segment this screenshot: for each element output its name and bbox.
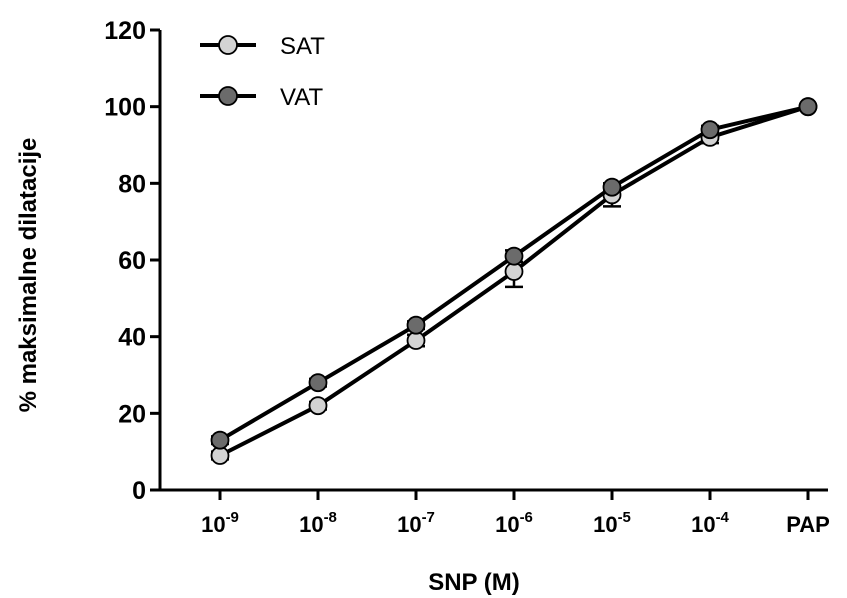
x-tick-label: 10-6 [495, 509, 533, 537]
x-axis-title: SNP (M) [428, 569, 520, 596]
data-point-sat [310, 397, 327, 414]
x-tick-exponent: -8 [324, 509, 337, 526]
y-tick-label: 20 [118, 400, 146, 428]
series-sat [211, 98, 817, 464]
legend-marker-sat [219, 36, 237, 54]
x-tick-base: 10 [201, 512, 225, 537]
x-tick-label: 10-5 [593, 509, 631, 537]
x-tick-base: 10 [593, 512, 617, 537]
y-tick-label: 0 [132, 477, 146, 505]
x-tick-base: 10 [397, 512, 421, 537]
x-tick-exponent: -6 [520, 509, 533, 526]
legend-label-sat: SAT [280, 33, 325, 60]
x-tick-base: 10 [691, 512, 715, 537]
x-tick-label: 10-7 [397, 509, 435, 537]
legend-label-vat: VAT [280, 84, 323, 111]
x-tick-base: 10 [495, 512, 519, 537]
legend-marker-vat [219, 87, 237, 105]
x-tick-exponent: -5 [618, 509, 631, 526]
y-tick-label: 40 [118, 324, 146, 352]
x-tick-exponent: -9 [226, 509, 239, 526]
series-layer [211, 98, 817, 464]
data-point-vat [408, 317, 425, 334]
data-point-vat [604, 179, 621, 196]
x-tick-base: 10 [299, 512, 323, 537]
x-tick-exponent: -4 [716, 509, 730, 526]
data-point-vat [310, 374, 327, 391]
data-point-vat [212, 432, 229, 449]
data-point-vat [800, 98, 817, 115]
x-tick-label: 10-8 [299, 509, 337, 537]
y-tick-label: 120 [104, 17, 146, 45]
y-axis-title: % maksimalne dilatacije [15, 138, 42, 413]
data-point-vat [506, 248, 523, 265]
x-tick-label: PAP [786, 512, 830, 537]
y-tick-label: 100 [104, 94, 146, 122]
x-tick-label: 10-9 [201, 509, 239, 537]
y-tick-label: 60 [118, 247, 146, 275]
data-point-vat [702, 121, 719, 138]
x-tick-base: PAP [786, 512, 830, 537]
legend: SAT VAT [200, 33, 325, 111]
x-tick-label: 10-4 [691, 509, 729, 537]
y-tick-label: 80 [118, 170, 146, 198]
x-tick-exponent: -7 [422, 509, 435, 526]
